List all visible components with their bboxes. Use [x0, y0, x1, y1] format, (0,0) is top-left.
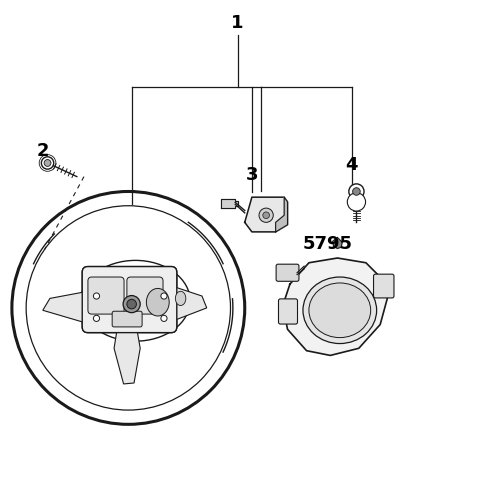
FancyBboxPatch shape	[88, 277, 124, 314]
FancyBboxPatch shape	[82, 267, 177, 333]
Text: 1: 1	[231, 14, 244, 32]
Polygon shape	[43, 291, 117, 322]
Polygon shape	[333, 238, 342, 249]
Circle shape	[94, 293, 99, 299]
Ellipse shape	[303, 277, 377, 344]
Circle shape	[161, 315, 167, 321]
Ellipse shape	[175, 291, 186, 305]
FancyBboxPatch shape	[276, 264, 299, 281]
Polygon shape	[138, 286, 207, 320]
FancyBboxPatch shape	[373, 274, 394, 298]
Polygon shape	[114, 313, 140, 384]
Polygon shape	[283, 258, 387, 356]
Text: 3: 3	[246, 166, 258, 184]
FancyBboxPatch shape	[127, 277, 163, 314]
Polygon shape	[245, 197, 288, 232]
Circle shape	[263, 212, 269, 218]
Text: 4: 4	[346, 156, 358, 174]
FancyBboxPatch shape	[112, 311, 142, 327]
Circle shape	[161, 293, 167, 299]
FancyBboxPatch shape	[82, 267, 177, 333]
Circle shape	[44, 160, 51, 166]
Polygon shape	[221, 198, 238, 208]
FancyBboxPatch shape	[278, 299, 298, 324]
Polygon shape	[276, 197, 288, 232]
Circle shape	[41, 157, 54, 169]
Circle shape	[353, 188, 360, 196]
Circle shape	[123, 295, 140, 313]
Ellipse shape	[146, 288, 169, 316]
Text: 2: 2	[36, 142, 49, 160]
Circle shape	[259, 208, 273, 222]
Ellipse shape	[309, 283, 371, 337]
Circle shape	[94, 315, 99, 321]
Circle shape	[127, 299, 136, 309]
Circle shape	[349, 184, 364, 199]
Ellipse shape	[81, 261, 190, 341]
Text: 5795: 5795	[303, 235, 353, 253]
Circle shape	[348, 193, 366, 211]
